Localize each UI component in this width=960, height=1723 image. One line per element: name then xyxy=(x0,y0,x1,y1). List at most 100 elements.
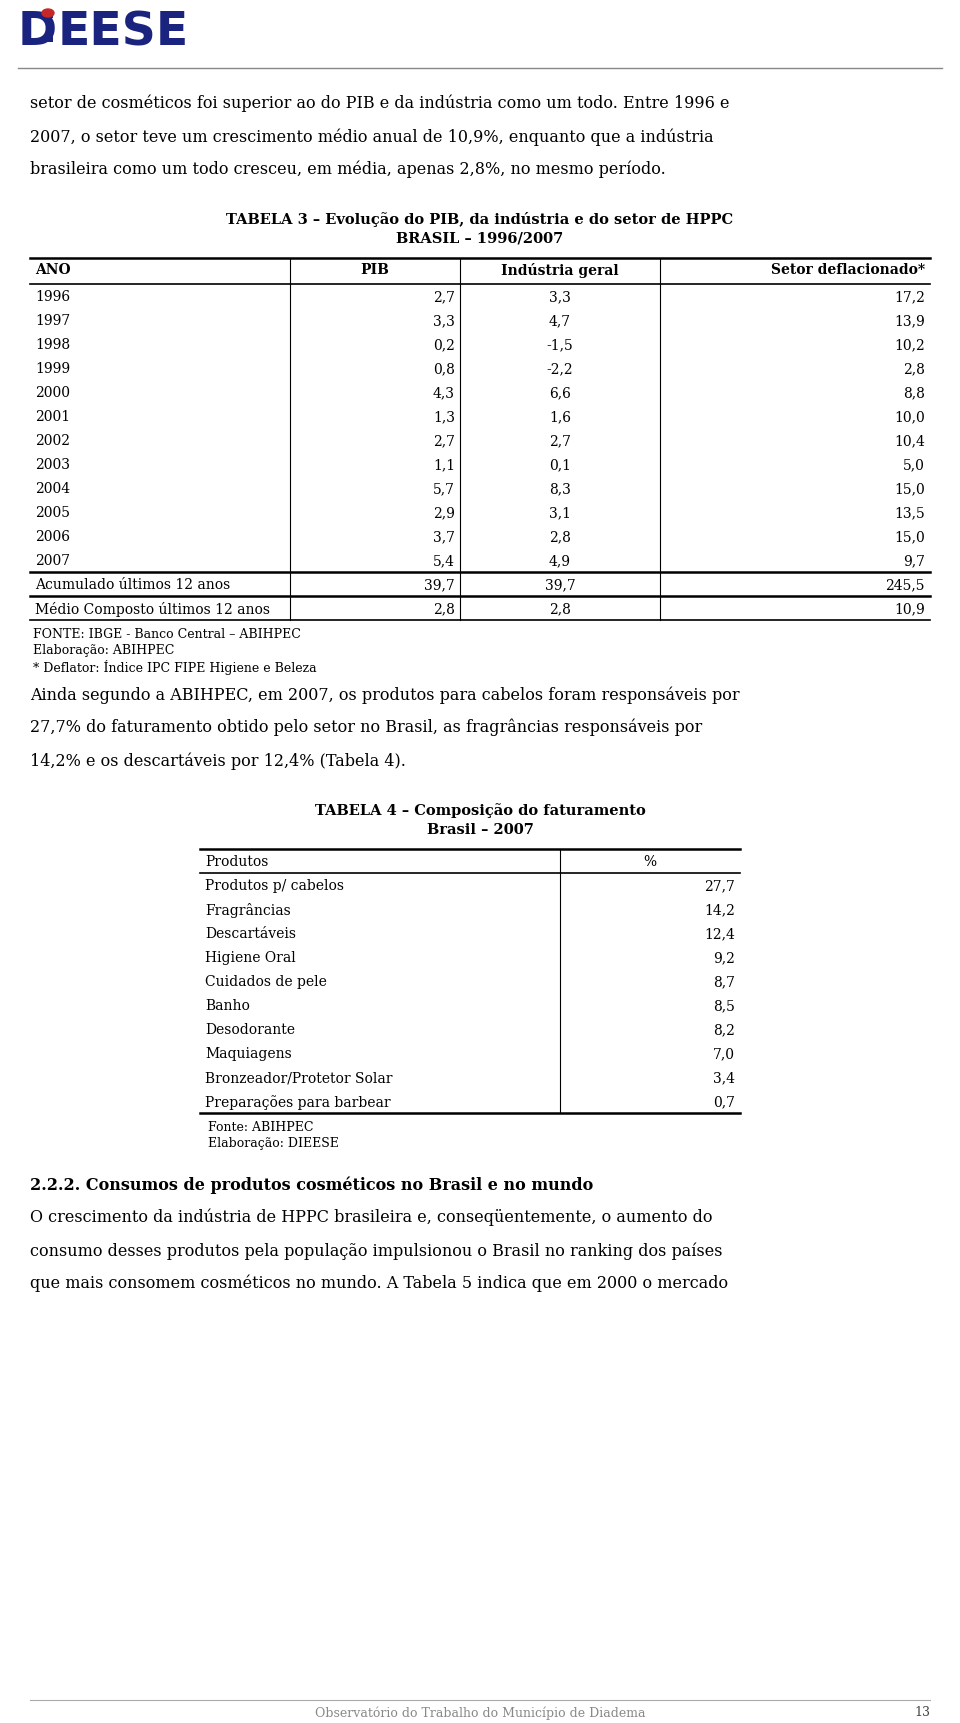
Text: 15,0: 15,0 xyxy=(895,482,925,496)
Text: setor de cosméticos foi superior ao do PIB e da indústria como um todo. Entre 19: setor de cosméticos foi superior ao do P… xyxy=(30,95,730,112)
Text: D: D xyxy=(18,10,58,55)
Text: 2,8: 2,8 xyxy=(549,601,571,617)
Text: 2003: 2003 xyxy=(35,458,70,472)
Text: 2002: 2002 xyxy=(35,434,70,448)
Text: 0,7: 0,7 xyxy=(713,1096,735,1110)
Text: 2,8: 2,8 xyxy=(549,531,571,544)
Text: Descartáveis: Descartáveis xyxy=(205,927,296,941)
Text: 2001: 2001 xyxy=(35,410,70,424)
Text: 12,4: 12,4 xyxy=(704,927,735,941)
Text: 9,2: 9,2 xyxy=(713,951,735,965)
Text: 2,8: 2,8 xyxy=(433,601,455,617)
Text: 2004: 2004 xyxy=(35,482,70,496)
Text: 0,8: 0,8 xyxy=(433,362,455,376)
Text: 2,9: 2,9 xyxy=(433,507,455,520)
Text: 1,3: 1,3 xyxy=(433,410,455,424)
Text: 13,5: 13,5 xyxy=(895,507,925,520)
Text: 4,7: 4,7 xyxy=(549,314,571,327)
Text: Bronzeador/Protetor Solar: Bronzeador/Protetor Solar xyxy=(205,1072,393,1085)
Text: 14,2: 14,2 xyxy=(704,903,735,917)
Text: BRASIL – 1996/2007: BRASIL – 1996/2007 xyxy=(396,233,564,246)
Text: 1997: 1997 xyxy=(35,314,70,327)
Text: PIB: PIB xyxy=(361,264,390,277)
Text: -2,2: -2,2 xyxy=(546,362,573,376)
Text: Médio Composto últimos 12 anos: Médio Composto últimos 12 anos xyxy=(35,601,270,617)
Text: 39,7: 39,7 xyxy=(424,577,455,593)
Text: 5,7: 5,7 xyxy=(433,482,455,496)
Text: 13,9: 13,9 xyxy=(895,314,925,327)
Text: 1996: 1996 xyxy=(35,289,70,303)
Text: O crescimento da indústria de HPPC brasileira e, conseqüentemente, o aumento do: O crescimento da indústria de HPPC brasi… xyxy=(30,1210,712,1227)
Text: 14,2% e os descartáveis por 12,4% (Tabela 4).: 14,2% e os descartáveis por 12,4% (Tabel… xyxy=(30,751,406,770)
Text: ANO: ANO xyxy=(35,264,71,277)
Text: Indústria geral: Indústria geral xyxy=(501,264,619,277)
Text: Ainda segundo a ABIHPEC, em 2007, os produtos para cabelos foram responsáveis po: Ainda segundo a ABIHPEC, em 2007, os pro… xyxy=(30,686,739,703)
Text: 2005: 2005 xyxy=(35,507,70,520)
Text: Higiene Oral: Higiene Oral xyxy=(205,951,296,965)
Text: 8,5: 8,5 xyxy=(713,999,735,1013)
Text: 1999: 1999 xyxy=(35,362,70,376)
Text: TABELA 4 – Composição do faturamento: TABELA 4 – Composição do faturamento xyxy=(315,803,645,818)
Text: 4,9: 4,9 xyxy=(549,555,571,569)
Text: 1998: 1998 xyxy=(35,338,70,351)
Text: 0,2: 0,2 xyxy=(433,338,455,351)
Text: 5,0: 5,0 xyxy=(903,458,925,472)
Text: Desodorante: Desodorante xyxy=(205,1023,295,1037)
Text: Fonte: ABIHPEC: Fonte: ABIHPEC xyxy=(208,1122,314,1134)
Text: Acumulado últimos 12 anos: Acumulado últimos 12 anos xyxy=(35,577,230,593)
Text: 5,4: 5,4 xyxy=(433,555,455,569)
Text: consumo desses produtos pela população impulsionou o Brasil no ranking dos paíse: consumo desses produtos pela população i… xyxy=(30,1242,723,1260)
Text: Produtos: Produtos xyxy=(205,855,269,868)
Text: 15,0: 15,0 xyxy=(895,531,925,544)
Text: Preparações para barbear: Preparações para barbear xyxy=(205,1096,391,1110)
Text: 6,6: 6,6 xyxy=(549,386,571,400)
Text: 3,4: 3,4 xyxy=(713,1072,735,1085)
Text: 2,7: 2,7 xyxy=(433,434,455,448)
Text: 3,7: 3,7 xyxy=(433,531,455,544)
Text: 245,5: 245,5 xyxy=(885,577,925,593)
Text: 1,1: 1,1 xyxy=(433,458,455,472)
Text: 27,7% do faturamento obtido pelo setor no Brasil, as fragrâncias responsáveis po: 27,7% do faturamento obtido pelo setor n… xyxy=(30,718,703,736)
Text: Maquiagens: Maquiagens xyxy=(205,1048,292,1061)
Text: Fragrâncias: Fragrâncias xyxy=(205,903,291,918)
Text: 2007: 2007 xyxy=(35,555,70,569)
Text: 8,3: 8,3 xyxy=(549,482,571,496)
Ellipse shape xyxy=(42,9,54,17)
Text: 10,9: 10,9 xyxy=(895,601,925,617)
Text: Elaboração: DIEESE: Elaboração: DIEESE xyxy=(208,1137,339,1149)
Text: 8,8: 8,8 xyxy=(903,386,925,400)
Text: que mais consomem cosméticos no mundo. A Tabela 5 indica que em 2000 o mercado: que mais consomem cosméticos no mundo. A… xyxy=(30,1275,728,1292)
Text: 10,2: 10,2 xyxy=(895,338,925,351)
Text: 8,2: 8,2 xyxy=(713,1023,735,1037)
Text: -1,5: -1,5 xyxy=(546,338,573,351)
Text: 2.2.2. Consumos de produtos cosméticos no Brasil e no mundo: 2.2.2. Consumos de produtos cosméticos n… xyxy=(30,1177,593,1194)
Text: 7,0: 7,0 xyxy=(713,1048,735,1061)
Text: 0,1: 0,1 xyxy=(549,458,571,472)
Text: Cuidados de pele: Cuidados de pele xyxy=(205,975,326,989)
Text: 3,3: 3,3 xyxy=(549,289,571,303)
Text: 8,7: 8,7 xyxy=(713,975,735,989)
Text: 13: 13 xyxy=(914,1706,930,1720)
Text: 2007, o setor teve um crescimento médio anual de 10,9%, enquanto que a indústria: 2007, o setor teve um crescimento médio … xyxy=(30,128,713,145)
Text: 39,7: 39,7 xyxy=(544,577,575,593)
Text: EESE: EESE xyxy=(58,10,189,55)
Text: 3,3: 3,3 xyxy=(433,314,455,327)
Text: 2,7: 2,7 xyxy=(549,434,571,448)
Text: Produtos p/ cabelos: Produtos p/ cabelos xyxy=(205,879,344,893)
Text: 10,0: 10,0 xyxy=(895,410,925,424)
Text: 10,4: 10,4 xyxy=(894,434,925,448)
Text: 2,8: 2,8 xyxy=(903,362,925,376)
Text: brasileira como um todo cresceu, em média, apenas 2,8%, no mesmo período.: brasileira como um todo cresceu, em médi… xyxy=(30,160,665,179)
Text: TABELA 3 – Evolução do PIB, da indústria e do setor de HPPC: TABELA 3 – Evolução do PIB, da indústria… xyxy=(227,212,733,227)
Text: 3,1: 3,1 xyxy=(549,507,571,520)
Text: Banho: Banho xyxy=(205,999,250,1013)
Text: i: i xyxy=(43,12,57,50)
Text: 2000: 2000 xyxy=(35,386,70,400)
Text: 9,7: 9,7 xyxy=(903,555,925,569)
Text: * Deflator: Índice IPC FIPE Higiene e Beleza: * Deflator: Índice IPC FIPE Higiene e Be… xyxy=(33,660,317,675)
Text: 2006: 2006 xyxy=(35,531,70,544)
Text: 4,3: 4,3 xyxy=(433,386,455,400)
Text: 27,7: 27,7 xyxy=(704,879,735,893)
Text: Observatório do Trabalho do Município de Diadema: Observatório do Trabalho do Município de… xyxy=(315,1706,645,1720)
Text: FONTE: IBGE - Banco Central – ABIHPEC: FONTE: IBGE - Banco Central – ABIHPEC xyxy=(33,627,300,641)
